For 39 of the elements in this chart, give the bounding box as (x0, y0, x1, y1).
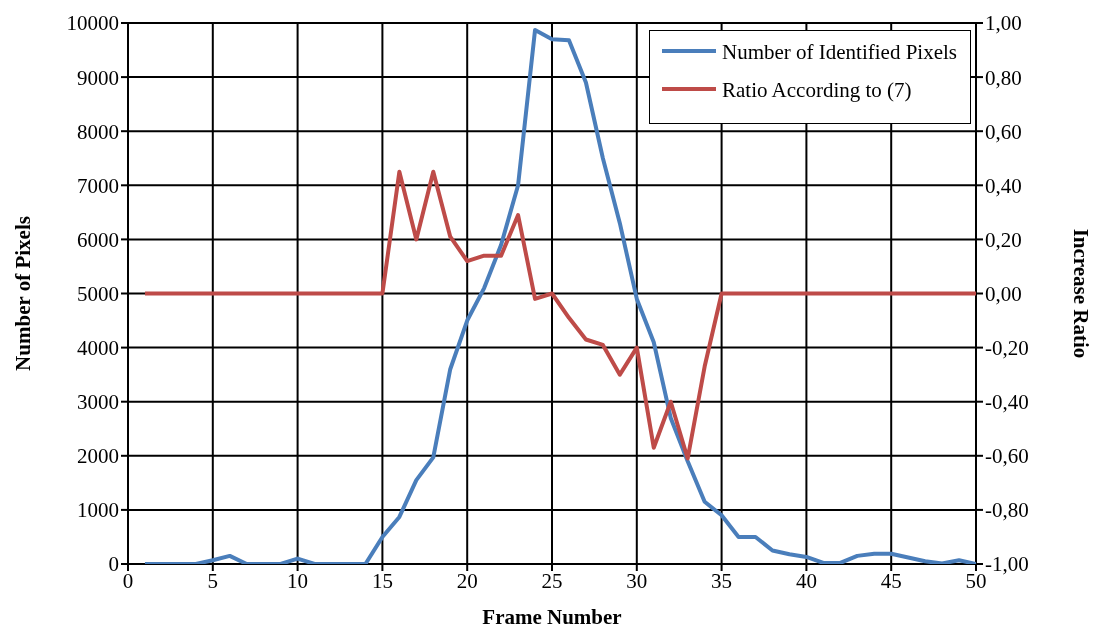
y2-tick-label: -0,60 (985, 444, 1029, 469)
line-series (142, 28, 976, 564)
y-tick-label: 7000 (77, 173, 119, 198)
y-tick-label: 10000 (66, 11, 119, 36)
y2-tick-label: -0,40 (985, 390, 1029, 415)
line-series (142, 169, 976, 461)
legend-label: Ratio According to (7) (722, 77, 912, 103)
y-tick-label: 0 (108, 552, 119, 577)
y2-tick-label: 1,00 (985, 11, 1022, 36)
legend-label: Number of Identified Pixels (722, 39, 958, 65)
x-tick-label: 45 (880, 568, 902, 593)
y-tick-label: 4000 (77, 336, 119, 361)
y-tick-label: 5000 (77, 281, 119, 306)
y-tick-label: 1000 (77, 498, 119, 523)
y2-axis-title: Increase Ratio (1068, 228, 1093, 359)
y-tick-label: 3000 (77, 390, 119, 415)
y2-tick-label: 0,60 (985, 119, 1022, 144)
x-tick-label: 20 (456, 568, 478, 593)
y-axis-title: Number of Pixels (11, 216, 36, 371)
y2-tick-label: -1,00 (985, 552, 1029, 577)
x-tick-label: 10 (287, 568, 309, 593)
y2-tick-label: -0,80 (985, 498, 1029, 523)
x-axis-title: Frame Number (482, 605, 622, 629)
x-tick-label: 5 (207, 568, 219, 593)
y-tick-label: 2000 (77, 444, 119, 469)
y2-tick-label: 0,00 (985, 281, 1022, 306)
x-tick-label: 15 (371, 568, 393, 593)
x-tick-label: 30 (626, 568, 648, 593)
x-tick-label: 35 (711, 568, 733, 593)
y2-tick-label: 0,40 (985, 173, 1022, 198)
x-tick-label: 25 (541, 568, 563, 593)
x-tick-label: 40 (795, 568, 817, 593)
y2-tick-label: -0,20 (985, 336, 1029, 361)
y-tick-label: 9000 (77, 65, 119, 90)
y-tick-label: 8000 (77, 119, 119, 144)
y2-tick-label: 0,20 (985, 227, 1022, 252)
x-tick-label: 50 (965, 568, 987, 593)
y-tick-label: 6000 (77, 227, 119, 252)
y2-tick-label: 0,80 (985, 65, 1022, 90)
